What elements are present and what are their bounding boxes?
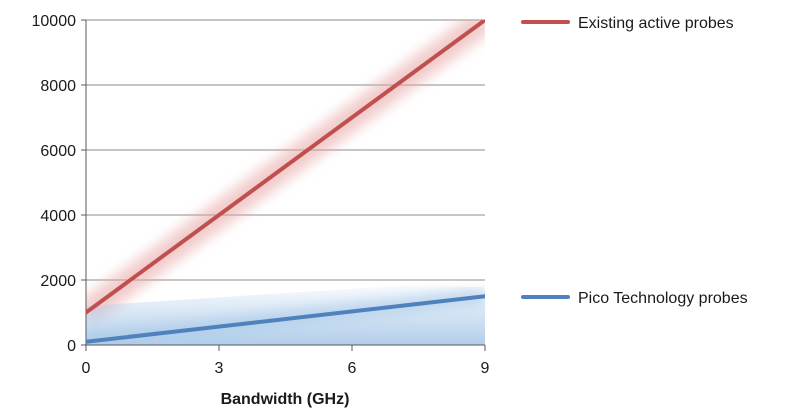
legend-label: Existing active probes <box>578 15 734 32</box>
y-tick-label: 0 <box>67 338 76 355</box>
legend: Existing active probes Pico Technology pr… <box>521 15 748 307</box>
x-tick-label: 9 <box>481 360 490 377</box>
tick-labels: 0 2000 4000 6000 8000 10000 0 3 6 9 <box>32 13 490 377</box>
y-tick-label: 10000 <box>32 13 77 30</box>
y-tick-label: 2000 <box>40 273 76 290</box>
x-tick-label: 3 <box>215 360 224 377</box>
series-lines <box>86 20 485 344</box>
y-tick-label: 6000 <box>40 143 76 160</box>
y-tick-label: 4000 <box>40 208 76 225</box>
x-axis-title: Bandwidth (GHz) <box>221 391 350 408</box>
series-line-pico <box>86 294 485 344</box>
series-line-existing <box>86 20 485 315</box>
axes <box>81 19 486 351</box>
grid-lines <box>86 19 485 281</box>
legend-label: Pico Technology probes <box>578 290 748 307</box>
series-bands <box>86 20 485 345</box>
y-tick-label: 8000 <box>40 78 76 95</box>
legend-item-pico: Pico Technology probes <box>521 290 748 307</box>
x-tick-label: 0 <box>82 360 91 377</box>
x-tick-label: 6 <box>348 360 357 377</box>
legend-item-existing: Existing active probes <box>521 15 734 32</box>
